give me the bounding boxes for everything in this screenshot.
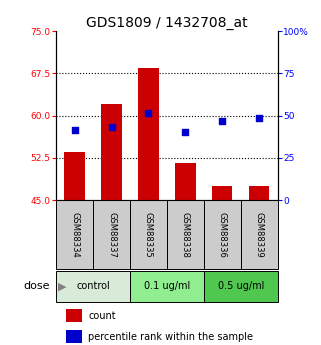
Text: 0.5 ug/ml: 0.5 ug/ml — [218, 282, 264, 291]
Text: GSM88338: GSM88338 — [181, 212, 190, 257]
Bar — [138, 68, 159, 200]
Bar — [93, 200, 130, 269]
Text: control: control — [76, 282, 110, 291]
Bar — [167, 200, 204, 269]
Title: GDS1809 / 1432708_at: GDS1809 / 1432708_at — [86, 16, 248, 30]
Text: GSM88339: GSM88339 — [255, 212, 264, 257]
Text: GSM88337: GSM88337 — [107, 212, 116, 257]
Text: GSM88334: GSM88334 — [70, 212, 79, 257]
Text: percentile rank within the sample: percentile rank within the sample — [88, 332, 253, 342]
Bar — [101, 104, 122, 200]
Text: 0.1 ug/ml: 0.1 ug/ml — [144, 282, 190, 291]
Bar — [212, 186, 232, 200]
Bar — [130, 271, 204, 302]
Text: GSM88335: GSM88335 — [144, 212, 153, 257]
Point — [109, 124, 114, 130]
Bar — [241, 200, 278, 269]
Bar — [66, 330, 82, 343]
Point — [220, 118, 225, 124]
Bar — [175, 164, 195, 200]
Bar — [204, 271, 278, 302]
Text: dose: dose — [23, 282, 50, 291]
Bar — [130, 200, 167, 269]
Bar — [66, 309, 82, 322]
Bar — [65, 152, 85, 200]
Bar — [56, 200, 93, 269]
Bar — [56, 271, 130, 302]
Bar — [249, 186, 269, 200]
Point — [183, 130, 188, 135]
Text: count: count — [88, 311, 116, 321]
Bar — [204, 200, 241, 269]
Point — [72, 127, 77, 132]
Text: ▶: ▶ — [58, 282, 66, 291]
Point — [256, 116, 262, 121]
Text: GSM88336: GSM88336 — [218, 212, 227, 257]
Point — [146, 110, 151, 116]
